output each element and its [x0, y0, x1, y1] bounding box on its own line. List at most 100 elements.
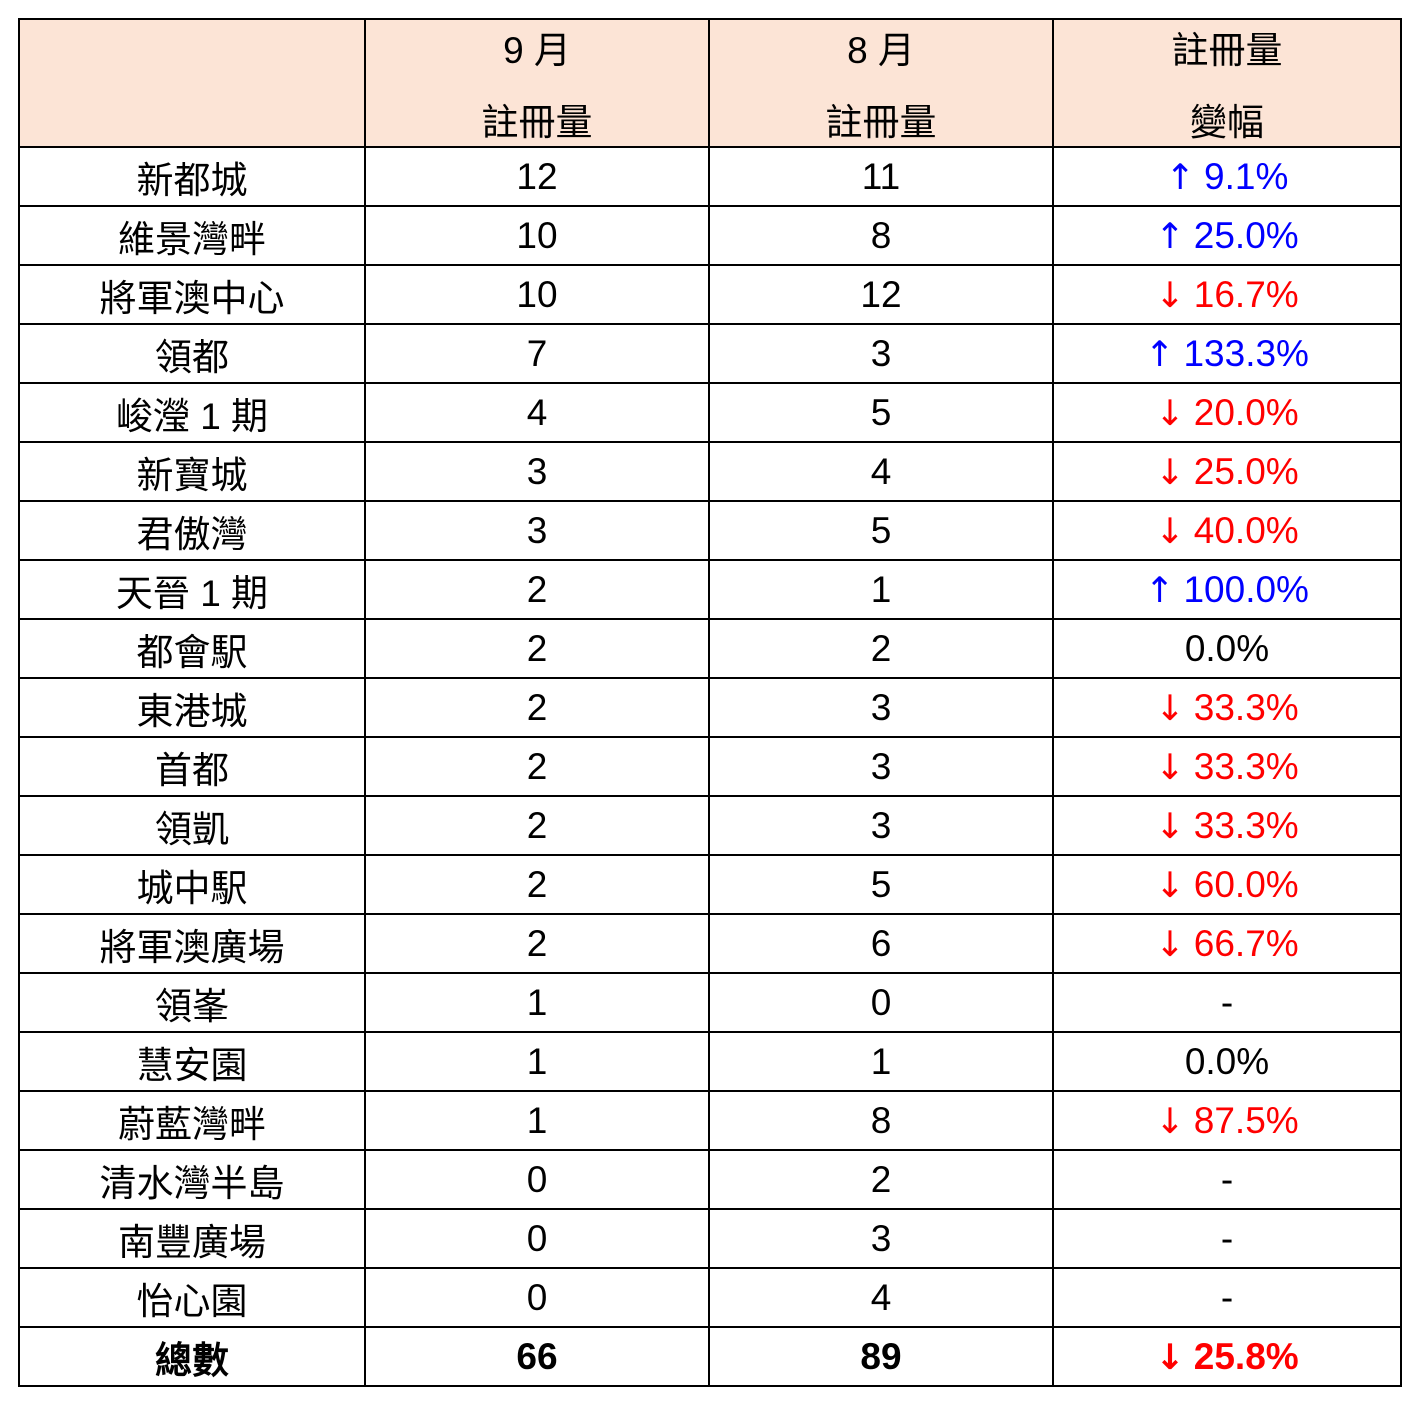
trend-arrow-icon: ↓	[1155, 923, 1185, 965]
change-cell: -	[1052, 1149, 1402, 1210]
table-row: 怡心園 0 4 -	[18, 1267, 1402, 1328]
aug-count: 3	[708, 795, 1054, 856]
trend-arrow-icon: ↓	[1155, 451, 1185, 493]
change-value: 0.0%	[1184, 627, 1270, 669]
change-cell: ↑ 25.0%	[1052, 205, 1402, 266]
estate-name: 蔚藍灣畔	[18, 1090, 366, 1151]
estate-name: 慧安園	[18, 1031, 366, 1092]
estate-name: 將軍澳中心	[18, 264, 366, 325]
estate-name: 都會駅	[18, 618, 366, 679]
aug-count: 3	[708, 1208, 1054, 1269]
change-cell: ↓ 33.3%	[1052, 736, 1402, 797]
trend-arrow-icon: ↑	[1145, 333, 1175, 375]
trend-arrow-icon: ↓	[1155, 805, 1185, 847]
estate-name: 首都	[18, 736, 366, 797]
estate-name: 新都城	[18, 146, 366, 207]
change-value: 16.7%	[1193, 273, 1299, 315]
sep-count: 0	[364, 1208, 710, 1269]
estate-name: 怡心園	[18, 1267, 366, 1328]
estate-name: 領都	[18, 323, 366, 384]
header-change-line1: 註冊量	[1171, 30, 1283, 71]
change-value: 66.7%	[1193, 922, 1299, 964]
sep-count: 1	[364, 1090, 710, 1151]
table-row: 城中駅 2 5 ↓ 60.0%	[18, 854, 1402, 915]
table-row: 天晉 1 期 2 1 ↑ 100.0%	[18, 559, 1402, 620]
trend-arrow-icon: ↓	[1155, 746, 1185, 788]
estate-name: 維景灣畔	[18, 205, 366, 266]
header-aug-line1: 8 月	[847, 30, 915, 71]
estate-name: 總數	[18, 1326, 366, 1387]
aug-count: 3	[708, 323, 1054, 384]
change-cell: ↓ 87.5%	[1052, 1090, 1402, 1151]
change-value: 87.5%	[1193, 1099, 1299, 1141]
aug-count: 5	[708, 382, 1054, 443]
table-row: 峻瀅 1 期 4 5 ↓ 20.0%	[18, 382, 1402, 443]
aug-count: 3	[708, 677, 1054, 738]
change-cell: -	[1052, 972, 1402, 1033]
header-change: 註冊量 變幅	[1052, 18, 1402, 148]
sep-count: 2	[364, 677, 710, 738]
change-cell: ↓ 33.3%	[1052, 795, 1402, 856]
sep-count: 0	[364, 1149, 710, 1210]
estate-name: 天晉 1 期	[18, 559, 366, 620]
sep-count: 66	[364, 1326, 710, 1387]
change-cell: ↓ 25.0%	[1052, 441, 1402, 502]
trend-arrow-icon: ↑	[1155, 215, 1185, 257]
table-row: 領凱 2 3 ↓ 33.3%	[18, 795, 1402, 856]
estate-name: 清水灣半島	[18, 1149, 366, 1210]
change-value: 33.3%	[1193, 804, 1299, 846]
aug-count: 6	[708, 913, 1054, 974]
sep-count: 4	[364, 382, 710, 443]
change-cell: ↓ 33.3%	[1052, 677, 1402, 738]
aug-count: 0	[708, 972, 1054, 1033]
table-row: 都會駅 2 2 0.0%	[18, 618, 1402, 679]
total-row: 總數 66 89 ↓ 25.8%	[18, 1326, 1402, 1387]
aug-count: 11	[708, 146, 1054, 207]
aug-count: 3	[708, 736, 1054, 797]
trend-arrow-icon: ↓	[1155, 274, 1185, 316]
change-cell: 0.0%	[1052, 618, 1402, 679]
header-row: 9 月 註冊量 8 月 註冊量 註冊量 變幅	[18, 18, 1402, 148]
header-sep-registrations: 9 月 註冊量	[364, 18, 710, 148]
sep-count: 7	[364, 323, 710, 384]
aug-count: 1	[708, 559, 1054, 620]
table-row: 新寶城 3 4 ↓ 25.0%	[18, 441, 1402, 502]
trend-arrow-icon: ↓	[1155, 864, 1185, 906]
sep-count: 2	[364, 913, 710, 974]
aug-count: 1	[708, 1031, 1054, 1092]
change-cell: ↑ 100.0%	[1052, 559, 1402, 620]
trend-arrow-icon: ↓	[1155, 510, 1185, 552]
estate-name: 城中駅	[18, 854, 366, 915]
change-value: 20.0%	[1193, 391, 1299, 433]
aug-count: 5	[708, 500, 1054, 561]
trend-arrow-icon: ↓	[1155, 687, 1185, 729]
change-value: 100.0%	[1183, 568, 1309, 610]
change-value: -	[1220, 1276, 1234, 1318]
table-row: 新都城 12 11 ↑ 9.1%	[18, 146, 1402, 207]
change-cell: ↑ 9.1%	[1052, 146, 1402, 207]
estate-name: 領峯	[18, 972, 366, 1033]
aug-count: 4	[708, 441, 1054, 502]
header-aug-line2: 註冊量	[825, 102, 937, 143]
trend-arrow-icon: ↑	[1145, 569, 1175, 611]
change-cell: ↓ 25.8%	[1052, 1326, 1402, 1387]
aug-count: 89	[708, 1326, 1054, 1387]
change-value: 25.8%	[1193, 1335, 1299, 1377]
header-sep-line1: 9 月	[503, 30, 571, 71]
table-row: 南豐廣場 0 3 -	[18, 1208, 1402, 1269]
aug-count: 12	[708, 264, 1054, 325]
change-cell: 0.0%	[1052, 1031, 1402, 1092]
sep-count: 1	[364, 1031, 710, 1092]
change-value: 40.0%	[1193, 509, 1299, 551]
change-cell: ↓ 40.0%	[1052, 500, 1402, 561]
estate-name: 峻瀅 1 期	[18, 382, 366, 443]
sep-count: 10	[364, 205, 710, 266]
sep-count: 3	[364, 500, 710, 561]
change-cell: ↓ 66.7%	[1052, 913, 1402, 974]
change-value: -	[1220, 1217, 1234, 1259]
estate-name: 新寶城	[18, 441, 366, 502]
change-value: -	[1220, 981, 1234, 1023]
header-change-line2: 變幅	[1190, 102, 1264, 143]
header-aug-registrations: 8 月 註冊量	[708, 18, 1054, 148]
